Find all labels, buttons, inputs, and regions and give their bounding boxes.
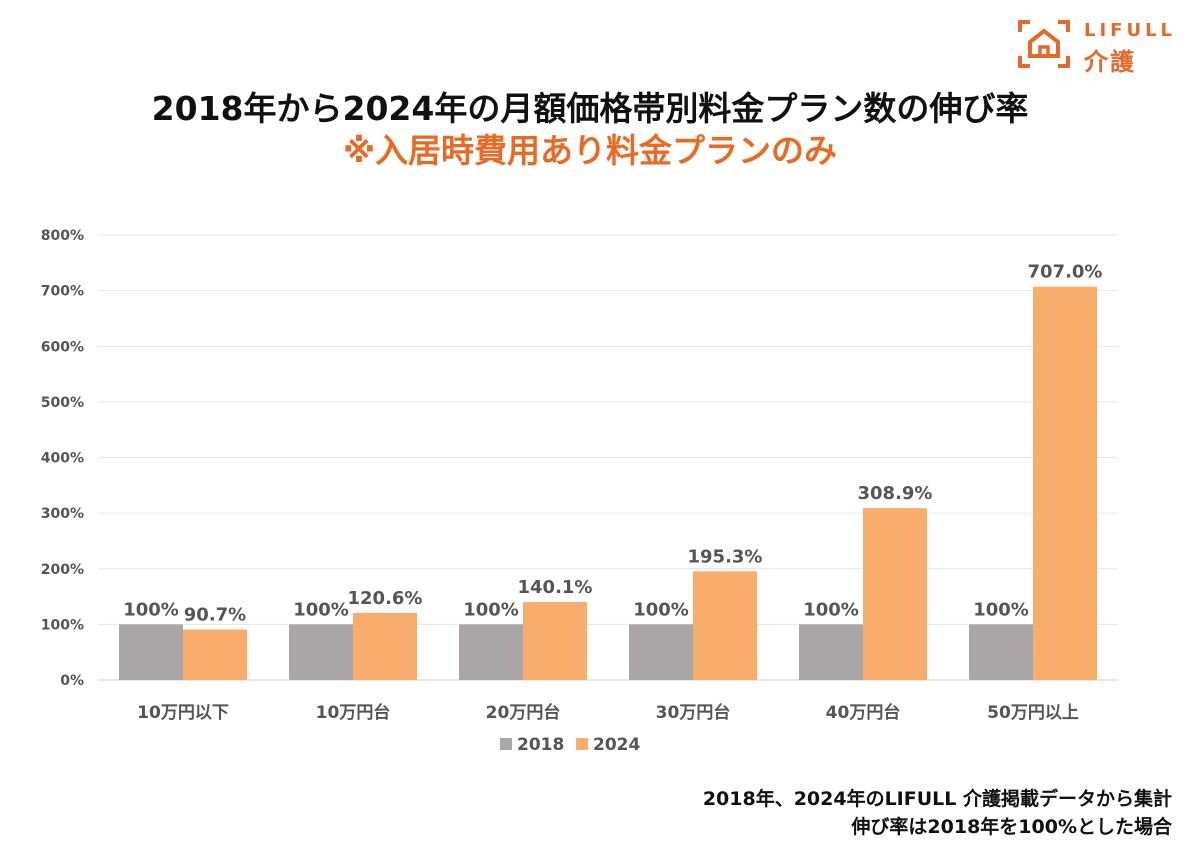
x-tick-label: 10万円以下: [137, 703, 229, 723]
legend-label-2024: 2024: [593, 735, 640, 755]
logo-text-en: LIFULL: [1084, 20, 1177, 41]
data-label-2024: 120.6%: [348, 588, 423, 609]
bar-2018: [459, 624, 523, 680]
x-tick-label: 10万円台: [316, 702, 391, 723]
data-label-2018: 100%: [973, 599, 1029, 620]
baseline-note: 伸び率は2018年を100%とした場合: [851, 816, 1172, 838]
y-tick-label: 600%: [41, 339, 84, 355]
y-tick-label: 500%: [41, 395, 84, 411]
legend-swatch-2018: [500, 738, 512, 750]
bar-2024: [1033, 286, 1097, 680]
bar-2018: [969, 624, 1033, 680]
bar-2024: [523, 602, 587, 680]
chart-subtitle: ※入居時費用あり料金プランのみ: [342, 131, 838, 170]
bar-2018: [289, 624, 353, 680]
data-label-2018: 100%: [633, 599, 689, 620]
legend-label-2018: 2018: [517, 735, 564, 755]
house-bracket-icon: [1018, 20, 1070, 68]
y-tick-label: 100%: [41, 617, 84, 633]
data-label-2024: 707.0%: [1028, 262, 1103, 283]
bar-2024: [183, 629, 247, 680]
y-tick-label: 0%: [60, 673, 84, 689]
bar-2024: [863, 508, 927, 680]
data-label-2024: 90.7%: [184, 605, 246, 626]
data-label-2018: 100%: [293, 599, 349, 620]
x-tick-label: 30万円台: [656, 702, 731, 723]
bar-2024: [353, 612, 417, 680]
x-tick-label: 40万円台: [826, 702, 901, 723]
data-label-2024: 195.3%: [688, 546, 763, 567]
data-label-2024: 140.1%: [518, 577, 593, 598]
y-tick-label: 700%: [41, 284, 84, 300]
data-label-2024: 308.9%: [858, 483, 933, 504]
data-label-2018: 100%: [463, 599, 519, 620]
x-tick-label: 50万円以上: [987, 703, 1079, 723]
logo-text-jp: 介護: [1084, 48, 1136, 76]
x-tick-label: 20万円台: [486, 702, 561, 723]
source-note: 2018年、2024年のLIFULL 介護掲載データから集計: [702, 788, 1172, 810]
y-tick-label: 200%: [41, 562, 84, 578]
lifull-logo: LIFULL 介護: [1016, 18, 1186, 76]
bar-2018: [629, 624, 693, 680]
bar-2018: [799, 624, 863, 680]
data-label-2018: 100%: [803, 599, 859, 620]
bar-2024: [693, 571, 757, 680]
y-tick-label: 300%: [41, 506, 84, 522]
chart-title: 2018年から2024年の月額価格帯別料金プラン数の伸び率: [151, 89, 1029, 128]
y-tick-label: 800%: [41, 228, 84, 244]
bar-2018: [119, 624, 183, 680]
legend-swatch-2024: [576, 738, 588, 750]
y-tick-label: 400%: [41, 451, 84, 467]
data-label-2018: 100%: [123, 599, 179, 620]
